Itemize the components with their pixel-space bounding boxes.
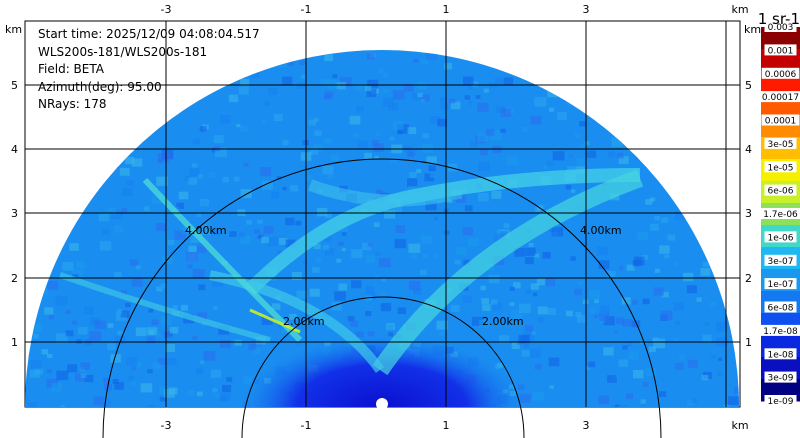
colorbar-label-bg <box>764 254 797 266</box>
colorbar-label-bg <box>764 161 797 173</box>
colorbar-label-bg <box>758 208 800 219</box>
colorbar-label-bg <box>764 371 797 383</box>
start-time-text: Start time: 2025/12/09 04:08:04.517 <box>38 27 260 41</box>
range-rings <box>102 158 662 438</box>
azimuth-text: Azimuth(deg): 95.00 <box>38 79 162 94</box>
colorbar-label-bg <box>764 44 797 56</box>
colorbar-label-bg <box>764 184 797 196</box>
y-tick-right: 1 <box>745 336 752 349</box>
y-tick-right: 2 <box>745 272 752 285</box>
colorbar-label-bg <box>764 301 797 313</box>
colorbar-label: 0.003 <box>768 23 794 33</box>
ring-label-right-inner: 2.00km <box>482 315 524 328</box>
y-tick-left: 3 <box>11 207 18 220</box>
y-unit-left: km <box>5 23 22 36</box>
colorbar-label: 1.7e-08 <box>763 327 798 337</box>
colorbar-label-bg <box>761 114 800 126</box>
colorbar-label: 1e-09 <box>768 397 794 407</box>
colorbar-segment <box>761 27 800 50</box>
ring-label-left-outer: 4.00km <box>185 224 227 237</box>
x-tick-top: 1 <box>443 3 450 16</box>
nrays-text: NRays: 178 <box>38 97 107 111</box>
y-tick-left: 1 <box>11 336 18 349</box>
colorbar-label-bg <box>764 137 797 149</box>
colorbar-label-bg <box>758 91 800 103</box>
y-tick-left: 2 <box>11 272 18 285</box>
x-tick-top: -3 <box>161 3 172 16</box>
x-tick-bottom: -3 <box>161 419 172 432</box>
x-unit-bottom: km <box>731 419 748 432</box>
instrument-text: WLS200s-181/WLS200s-181 <box>38 44 208 59</box>
colorbar-label: 1e-08 <box>768 350 794 360</box>
x-tick-top: -1 <box>301 3 312 16</box>
colorbar-label: 6e-08 <box>768 304 794 314</box>
x-tick-bottom: -1 <box>301 419 312 432</box>
info-panel: Start time: 2025/12/09 04:08:04.517 WLS2… <box>38 26 260 114</box>
colorbar: 0.003 0.001 0.0006 0.00017 0.0001 3e-05 1e-05 6… <box>758 21 800 407</box>
colorbar-label: 0.0006 <box>765 70 797 80</box>
colorbar-label-bg <box>764 278 797 290</box>
field-text: Field: BETA <box>38 62 104 76</box>
colorbar-label: 0.00017 <box>762 93 799 103</box>
colorbar-label: 3e-09 <box>768 374 794 384</box>
colorbar-label: 1e-07 <box>768 280 794 290</box>
colorbar-label-bg <box>764 231 797 243</box>
grid-lines <box>25 21 740 407</box>
colorbar-label: 3e-07 <box>768 257 794 267</box>
colorbar-label-bg <box>764 348 797 360</box>
radar-origin <box>376 398 388 410</box>
colorbar-label-bg <box>758 324 800 336</box>
colorbar-label: 6e-06 <box>768 187 794 197</box>
x-tick-top: 3 <box>583 3 590 16</box>
x-unit-top: km <box>731 3 748 16</box>
colorbar-title: m-1 sr-1 <box>759 10 800 28</box>
y-tick-right: 4 <box>745 143 752 156</box>
x-tick-bottom: 1 <box>443 419 450 432</box>
colorbar-label: 1e-05 <box>768 163 794 173</box>
ring-label-left-inner: 2.00km <box>283 315 325 328</box>
x-tick-bottom: 3 <box>583 419 590 432</box>
colorbar-label: 3e-05 <box>768 140 794 150</box>
colorbar-label: 1e-06 <box>768 233 794 243</box>
colorbar-label: 0.001 <box>768 46 794 56</box>
y-unit-right: km <box>744 23 761 36</box>
colorbar-label-bg <box>761 67 800 79</box>
y-tick-left: 5 <box>11 79 18 92</box>
y-tick-right: 3 <box>745 207 752 220</box>
colorbar-label: 1.7e-06 <box>763 210 798 220</box>
y-tick-right: 5 <box>745 79 752 92</box>
y-tick-left: 4 <box>11 143 18 156</box>
colorbar-label: 0.0001 <box>765 117 797 127</box>
ring-label-right-outer: 4.00km <box>580 224 622 237</box>
colorbar-label-bg <box>764 21 797 32</box>
colorbar-label-bg <box>764 395 797 406</box>
